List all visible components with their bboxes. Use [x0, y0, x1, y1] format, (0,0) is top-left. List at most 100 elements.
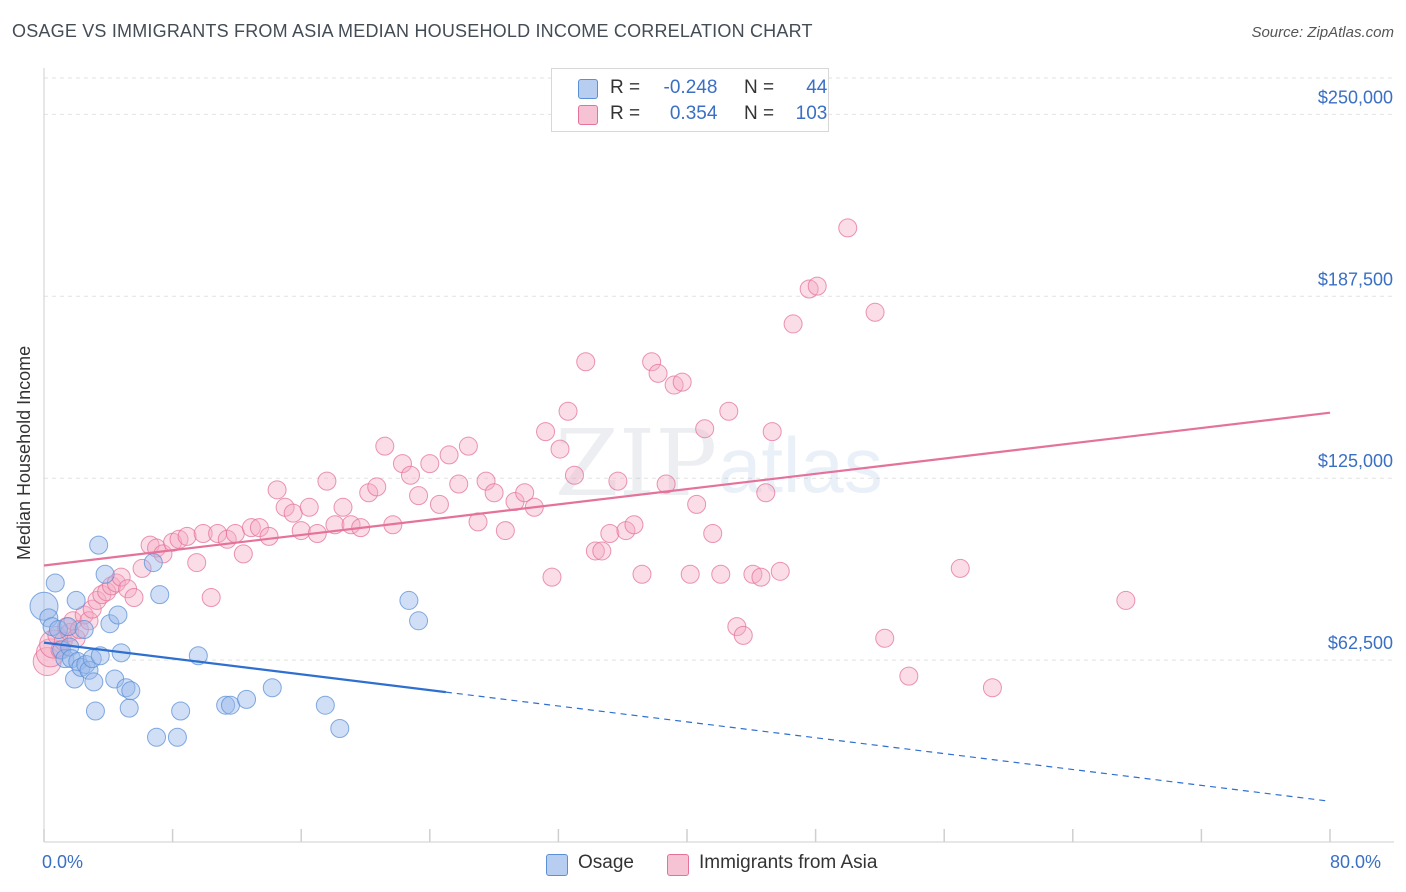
series-legend-swatch-asia	[667, 854, 689, 876]
osage-point	[143, 553, 163, 573]
osage-point	[84, 672, 104, 692]
osage-point	[66, 590, 86, 610]
asia-point	[600, 523, 620, 543]
osage-point	[121, 681, 141, 701]
asia-point	[367, 477, 387, 497]
asia-point	[201, 588, 221, 608]
asia-point	[592, 541, 612, 561]
asia-point	[585, 541, 605, 561]
legend-r-label: R =	[610, 103, 641, 124]
asia-point	[950, 558, 970, 578]
asia-point	[875, 628, 895, 648]
osage-point	[399, 590, 419, 610]
trend-line-osage-dashed	[445, 691, 1331, 802]
legend-n-label: N =	[743, 77, 775, 98]
asia-point	[476, 471, 496, 491]
asia-point	[291, 521, 311, 541]
osage-point	[58, 617, 78, 637]
trend-line-osage-solid	[43, 641, 447, 694]
asia-point	[558, 401, 578, 421]
points-osage	[29, 535, 429, 747]
asia-point	[899, 666, 919, 686]
osage-point	[237, 689, 257, 709]
asia-point	[751, 567, 771, 587]
asia-point	[409, 486, 429, 506]
asia-point	[982, 678, 1002, 698]
legend-r-value-osage: -0.248	[663, 77, 718, 98]
y-tick-labels: $62,500 $125,000 $187,500 $250,000	[1318, 87, 1393, 653]
osage-point	[45, 573, 65, 593]
asia-point	[680, 564, 700, 584]
asia-point	[283, 503, 303, 523]
osage-point	[167, 727, 187, 747]
asia-point	[632, 564, 652, 584]
watermark-zip: ZIP	[555, 410, 717, 517]
axes	[43, 68, 1394, 843]
source-credit: Source: ZipAtlas.com	[1251, 24, 1394, 41]
asia-point	[392, 454, 412, 474]
asia-point	[550, 439, 570, 459]
asia-point	[82, 599, 102, 619]
osage-point	[29, 591, 59, 621]
asia-point	[719, 401, 739, 421]
asia-point	[429, 494, 449, 514]
asia-point	[608, 471, 628, 491]
correlation-legend: R = -0.248 N = 44 R = 0.354 N = 103	[551, 68, 829, 132]
asia-point	[656, 474, 676, 494]
asia-point	[536, 422, 556, 442]
asia-point	[807, 276, 827, 296]
asia-point	[439, 445, 459, 465]
x-tick-label-min: 0.0%	[42, 852, 84, 872]
osage-point	[315, 695, 335, 715]
asia-point	[838, 218, 858, 238]
osage-point	[220, 695, 240, 715]
asia-point	[325, 515, 345, 535]
asia-point	[420, 454, 440, 474]
osage-point	[330, 718, 350, 738]
asia-point	[187, 553, 207, 573]
y-tick-label: $187,500	[1318, 269, 1393, 289]
asia-point	[193, 523, 213, 543]
asia-point	[225, 523, 245, 543]
asia-point	[703, 523, 723, 543]
osage-point	[171, 701, 191, 721]
osage-point	[119, 698, 139, 718]
asia-point	[177, 526, 197, 546]
asia-point	[756, 483, 776, 503]
asia-point	[299, 497, 319, 517]
asia-point	[449, 474, 469, 494]
y-tick-label: $125,000	[1318, 451, 1393, 471]
osage-point	[74, 620, 94, 640]
osage-point	[216, 695, 236, 715]
osage-point	[108, 605, 128, 625]
asia-point	[124, 588, 144, 608]
legend-n-label: N =	[743, 103, 775, 124]
osage-point	[55, 649, 75, 669]
y-tick-label: $250,000	[1318, 87, 1393, 107]
asia-point	[375, 436, 395, 456]
asia-point	[783, 314, 803, 334]
asia-point	[79, 611, 99, 631]
osage-point	[89, 535, 109, 555]
asia-point	[564, 465, 584, 485]
osage-point	[95, 564, 115, 584]
asia-point	[401, 465, 421, 485]
osage-point	[409, 611, 429, 631]
asia-point	[495, 521, 515, 541]
asia-point	[267, 480, 287, 500]
asia-point	[111, 567, 131, 587]
asia-point	[458, 436, 478, 456]
legend-n-value-osage: 44	[806, 77, 828, 98]
asia-point	[695, 419, 715, 439]
asia-point	[711, 564, 731, 584]
legend-n-value-asia: 103	[795, 103, 828, 124]
asia-point	[687, 494, 707, 514]
asia-point	[241, 518, 261, 538]
osage-point	[150, 585, 170, 605]
trend-lines	[43, 411, 1331, 802]
asia-point	[672, 372, 692, 392]
osage-point	[79, 660, 99, 680]
osage-point	[90, 646, 110, 666]
asia-point	[762, 422, 782, 442]
